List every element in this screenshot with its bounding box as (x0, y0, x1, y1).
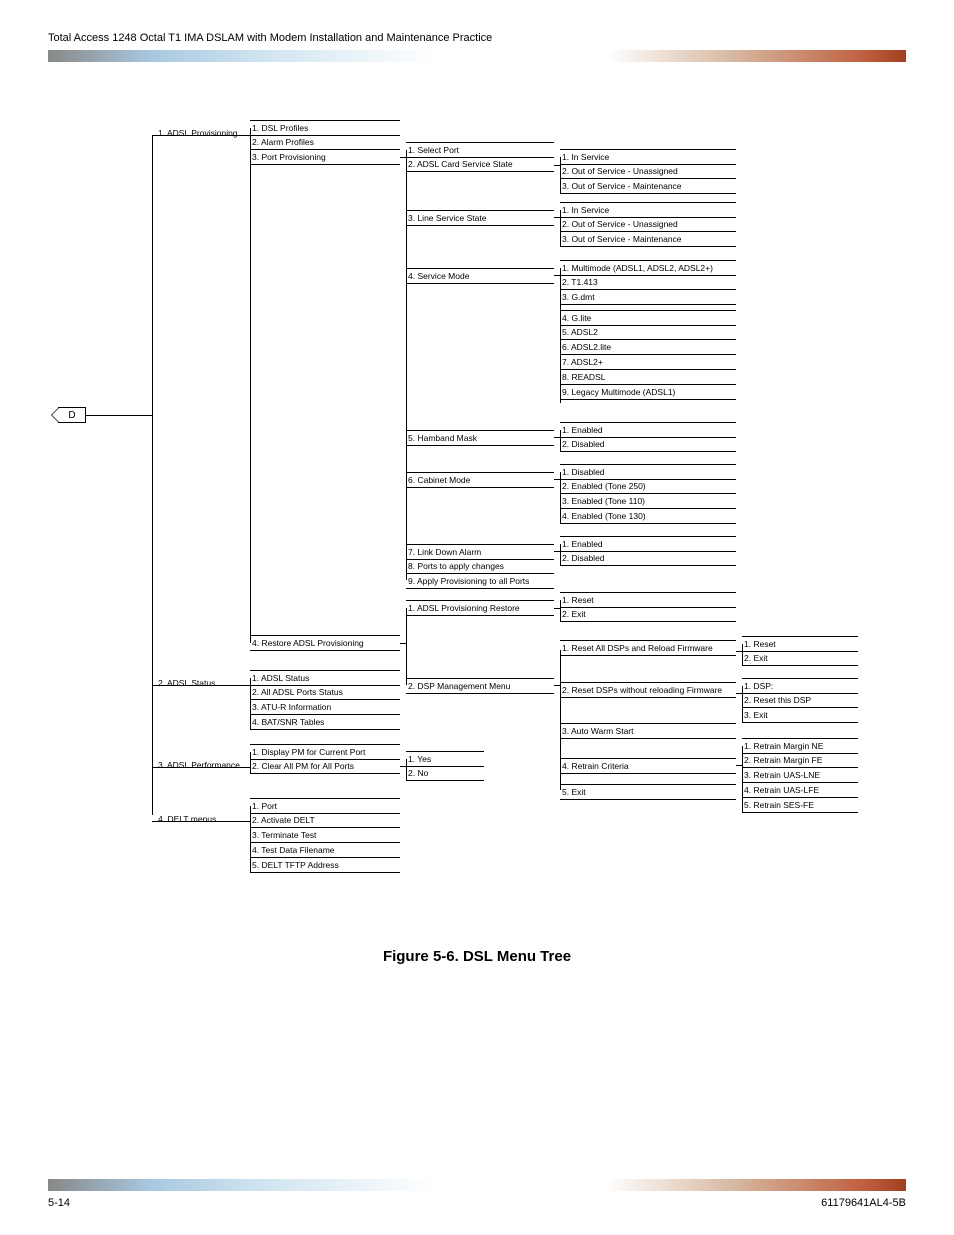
col2-adsl-status: 1. ADSL Status (250, 670, 400, 686)
footer-doc-id: 61179641AL4-5B (821, 1197, 906, 1209)
col4-multimode: 1. Multimode (ADSL1, ADSL2, ADSL2+) (560, 260, 736, 276)
page-root: Total Access 1248 Octal T1 IMA DSLAM wit… (0, 0, 954, 1235)
col4-gdmt: 3. G.dmt (560, 290, 736, 305)
col2-alarm-profiles: 2. Alarm Profiles (250, 135, 400, 150)
col4-glite: 4. G.lite (560, 310, 736, 326)
connector-line (86, 415, 152, 416)
c1-h (152, 135, 250, 136)
col2-bat-snr: 4. BAT/SNR Tables (250, 715, 400, 730)
col4-disabled2: 1. Disabled (560, 464, 736, 480)
col3-adsl-prov-restore: 1. ADSL Provisioning Restore (406, 600, 554, 616)
col2-activate-delt: 2. Activate DELT (250, 813, 400, 828)
col4-enabled2: 1. Enabled (560, 536, 736, 552)
col4-oos-m: 3. Out of Service - Maintenance (560, 179, 736, 194)
col3-line-svc: 3. Line Service State (406, 210, 554, 226)
figure-caption: Figure 5-6. DSL Menu Tree (48, 948, 906, 965)
col3-trunk-b (406, 608, 407, 685)
col4-in-service2: 1. In Service (560, 202, 736, 218)
header-title: Total Access 1248 Octal T1 IMA DSLAM wit… (48, 32, 906, 44)
col2-port: 1. Port (250, 798, 400, 814)
col2-delt-tftp: 5. DELT TFTP Address (250, 858, 400, 873)
col4-auto-warm: 3. Auto Warm Start (560, 723, 736, 739)
col1-adsl-status: 2. ADSL Status (158, 678, 215, 688)
col2-port-provisioning: 3. Port Provisioning (250, 150, 400, 165)
col5-uaslfe: 4. Retrain UAS-LFE (742, 783, 858, 798)
col5-exit2: 3. Exit (742, 708, 858, 723)
footer-page-num: 5-14 (48, 1197, 70, 1209)
page-footer: 5-14 61179641AL4-5B (48, 1179, 906, 1209)
col3-service-mode: 4. Service Mode (406, 268, 554, 284)
col2-clear-pm: 2. Clear All PM for All Ports (250, 759, 400, 774)
col4-readsl: 8. READSL (560, 370, 736, 385)
col5-dsp: 1. DSP: (742, 678, 858, 694)
col4-t110: 3. Enabled (Tone 110) (560, 494, 736, 509)
d-connector: D (58, 407, 86, 423)
col2-restore-adsl: 4. Restore ADSL Provisioning (250, 635, 400, 651)
col4-disabled1: 2. Disabled (560, 437, 736, 452)
col4-oos-u2: 2. Out of Service - Unassigned (560, 217, 736, 232)
col4-reset1: 1. Reset (560, 592, 736, 608)
col3-no: 2. No (406, 766, 484, 781)
footer-gradient-bar (48, 1179, 906, 1191)
col4-reset-noreload: 2. Reset DSPs without reloading Firmware (560, 682, 736, 698)
col4-oos-m2: 3. Out of Service - Maintenance (560, 232, 736, 247)
col5-sesfe: 5. Retrain SES-FE (742, 798, 858, 813)
col1-adsl-performance: 3. ADSL Performance (158, 760, 240, 770)
col4-adsl2plus: 7. ADSL2+ (560, 355, 736, 370)
col3-select-port: 1. Select Port (406, 142, 554, 158)
col5-reset-dsp: 2. Reset this DSP (742, 693, 858, 708)
col4-retrain-criteria: 4. Retrain Criteria (560, 758, 736, 774)
col4-in-service: 1. In Service (560, 149, 736, 165)
d-label: D (68, 410, 75, 421)
col5-uaslne: 3. Retrain UAS-LNE (742, 768, 858, 783)
col4-adsl2: 5. ADSL2 (560, 325, 736, 340)
col3-ports-apply: 8. Ports to apply changes (406, 559, 554, 574)
col4-exit1: 2. Exit (560, 607, 736, 622)
col2-display-pm: 1. Display PM for Current Port (250, 744, 400, 760)
col1-adsl-provisioning: 1. ADSL Provisioning (158, 128, 238, 138)
col2-trunk-a (250, 128, 251, 643)
col3-cabinet: 6. Cabinet Mode (406, 472, 554, 488)
col4-oos-u: 2. Out of Service - Unassigned (560, 164, 736, 179)
col3-link-down: 7. Link Down Alarm (406, 544, 554, 560)
col4-adsl2lite: 6. ADSL2.lite (560, 340, 736, 355)
col4-t130: 4. Enabled (Tone 130) (560, 509, 736, 524)
c1-h (152, 821, 250, 822)
c1-h (152, 685, 250, 686)
col3-dsp-mgmt: 2. DSP Management Menu (406, 678, 554, 694)
col4-exit2: 5. Exit (560, 784, 736, 800)
col4-enabled1: 1. Enabled (560, 422, 736, 438)
col5-rmfe: 2. Retrain Margin FE (742, 753, 858, 768)
col4-legacy: 9. Legacy Multimode (ADSL1) (560, 385, 736, 400)
col5-exit: 2. Exit (742, 651, 858, 666)
col3-adsl-card-svc: 2. ADSL Card Service State (406, 157, 554, 172)
col3-yes: 1. Yes (406, 751, 484, 767)
col2-dsl-profiles: 1. DSL Profiles (250, 120, 400, 136)
col3-apply-prov: 9. Apply Provisioning to all Ports (406, 574, 554, 589)
col2-atu-r: 3. ATU-R Information (250, 700, 400, 715)
header-gradient-bar (48, 50, 906, 62)
col5-reset: 1. Reset (742, 636, 858, 652)
col2-terminate: 3. Terminate Test (250, 828, 400, 843)
col1-delt-menus: 4. DELT menus (158, 814, 216, 824)
col4-t250: 2. Enabled (Tone 250) (560, 479, 736, 494)
col5-rmne: 1. Retrain Margin NE (742, 738, 858, 754)
col4-reset-reload: 1. Reset All DSPs and Reload Firmware (560, 640, 736, 656)
col2-all-adsl: 2. All ADSL Ports Status (250, 685, 400, 700)
col4-disabled3: 2. Disabled (560, 551, 736, 566)
col4-t1413: 2. T1.413 (560, 275, 736, 290)
col3-hamband: 5. Hamband Mask (406, 430, 554, 446)
dsl-menu-tree-diagram: D 1. ADSL Provisioning 2. ADSL Status 3.… (48, 120, 906, 930)
col2-test-data: 4. Test Data Filename (250, 843, 400, 858)
col1-trunk (152, 135, 153, 815)
c1-h (152, 767, 250, 768)
